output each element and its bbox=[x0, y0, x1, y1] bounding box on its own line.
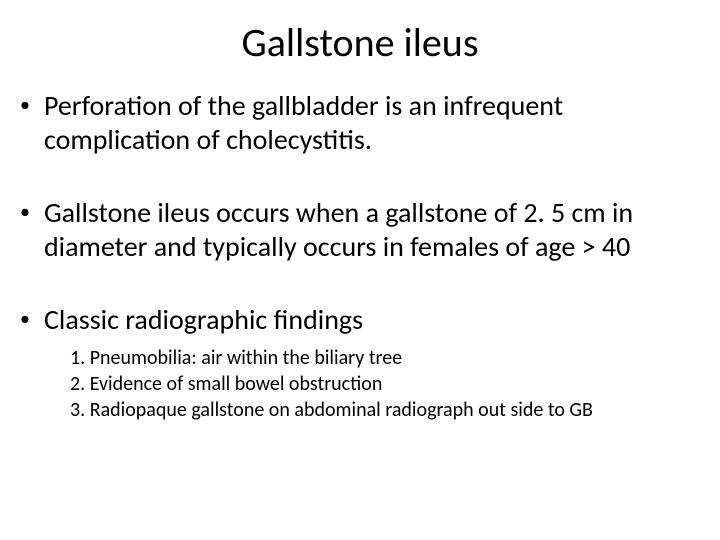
list-item: • Gallstone ileus occurs when a gallston… bbox=[20, 196, 700, 263]
bullet-marker-icon: • bbox=[20, 303, 30, 335]
sub-list: 1. Pneumobilia: air within the biliary t… bbox=[70, 345, 700, 423]
bullet-text: Classic radiographic findings bbox=[44, 303, 700, 337]
bullet-marker-icon: • bbox=[20, 196, 30, 228]
list-item: • Perforation of the gallbladder is an i… bbox=[20, 89, 700, 156]
slide-title: Gallstone ileus bbox=[20, 18, 700, 67]
sub-item: 3. Radiopaque gallstone on abdominal rad… bbox=[70, 397, 700, 423]
bullet-marker-icon: • bbox=[20, 89, 30, 121]
list-item: • Classic radiographic findings bbox=[20, 303, 700, 337]
sub-item: 2. Evidence of small bowel obstruction bbox=[70, 371, 700, 397]
slide-container: Gallstone ileus • Perforation of the gal… bbox=[0, 0, 720, 540]
bullet-text: Perforation of the gallbladder is an inf… bbox=[44, 89, 700, 156]
sub-item: 1. Pneumobilia: air within the biliary t… bbox=[70, 345, 700, 371]
bullet-list: • Perforation of the gallbladder is an i… bbox=[20, 89, 700, 337]
bullet-text: Gallstone ileus occurs when a gallstone … bbox=[44, 196, 700, 263]
